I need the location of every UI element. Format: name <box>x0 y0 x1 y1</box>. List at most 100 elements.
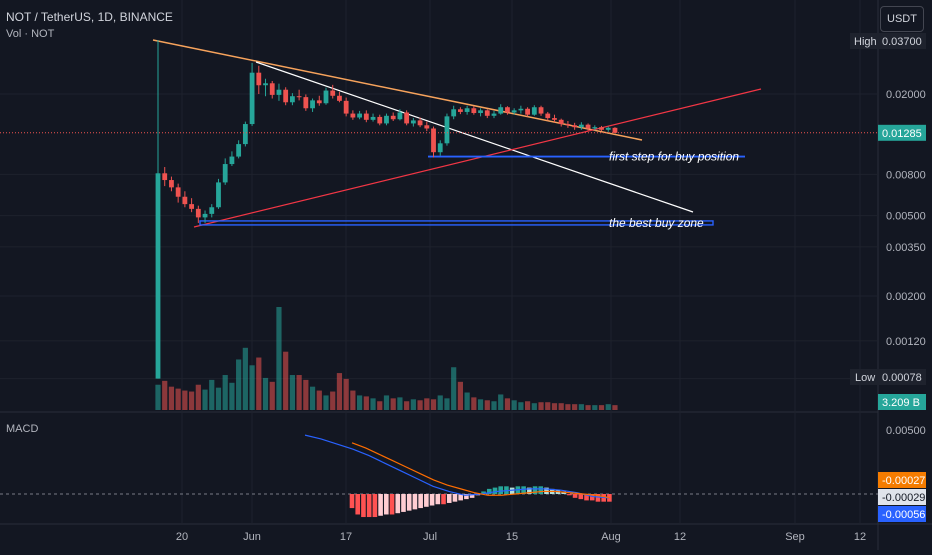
volume-value-bg <box>878 394 926 410</box>
volume-bar <box>404 401 410 410</box>
macd-histogram-bar <box>595 494 601 502</box>
volume-bar <box>430 399 437 410</box>
candle-body <box>565 124 571 126</box>
macd-histogram-bar <box>544 487 549 494</box>
volume-bar <box>612 405 618 410</box>
candle-body <box>545 113 551 119</box>
volume-bar <box>551 403 558 410</box>
annotation-best-zone: the best buy zone <box>609 216 704 230</box>
x-tick-label: Aug <box>601 531 621 543</box>
signal-value-bg <box>878 489 926 505</box>
candle-body <box>343 100 349 114</box>
macd-histogram-bar <box>401 494 406 512</box>
volume-bar <box>175 388 181 410</box>
y-tick-label: 0.00350 <box>886 242 926 254</box>
candle-body <box>155 173 161 379</box>
candle-body <box>216 182 221 208</box>
volume-bar <box>437 395 443 410</box>
candle-body <box>236 144 242 157</box>
macd-label: MACD <box>6 423 39 435</box>
macd-histogram-bar <box>389 494 395 515</box>
volume-bar <box>592 405 598 410</box>
volume-bar <box>283 351 289 410</box>
currency-button[interactable]: USDT <box>880 6 924 32</box>
candle-body <box>498 107 504 114</box>
candle-body <box>290 96 295 103</box>
macd-histogram-bar <box>521 486 526 494</box>
macd-histogram-bar <box>578 494 584 500</box>
volume-bar <box>605 404 611 410</box>
volume-bar <box>545 402 551 410</box>
candle-body <box>316 100 322 104</box>
candle-body <box>357 113 362 118</box>
macd-histogram-bar <box>424 494 429 507</box>
y-tick-label: 0.00800 <box>886 169 926 181</box>
macd-y-tick: 0.00500 <box>886 425 926 437</box>
volume-bar <box>276 307 282 410</box>
candle-body <box>464 108 470 112</box>
macd-histogram-bar <box>435 494 441 505</box>
x-tick-label: Jun <box>243 531 261 543</box>
candle-body <box>585 124 591 129</box>
volume-bar <box>256 357 262 410</box>
volume-bar <box>236 359 242 410</box>
volume-bar <box>182 390 188 410</box>
volume-bar <box>316 390 322 410</box>
candle-body <box>484 110 490 116</box>
candle-body <box>377 116 383 124</box>
volume-bar <box>189 391 195 410</box>
volume-bar <box>424 398 430 410</box>
x-tick-label: 12 <box>854 531 866 543</box>
candle-body <box>175 187 181 197</box>
candle-body <box>404 112 410 124</box>
macd-histogram-bar <box>452 494 458 502</box>
candle-body <box>310 100 315 109</box>
volume-bar <box>269 381 275 410</box>
candle-body <box>169 180 174 188</box>
volume-bar <box>538 402 544 410</box>
candle-body <box>491 113 497 116</box>
high-tag-bg <box>850 33 878 49</box>
volume-bar <box>296 375 302 410</box>
volume-bar <box>397 397 403 410</box>
candle-body <box>229 156 235 165</box>
candle-body <box>296 96 302 98</box>
candle-body <box>330 90 336 96</box>
y-tick-label: 0.00200 <box>886 291 926 303</box>
histogram-value-bg <box>878 506 926 522</box>
candle-body <box>384 115 389 124</box>
candle-body <box>323 90 329 104</box>
candle-body <box>363 113 369 120</box>
candle-body <box>417 120 423 126</box>
candle-body <box>552 118 557 120</box>
candle-body <box>350 113 356 118</box>
current-price-value: 0.01285 <box>882 128 922 140</box>
volume-bar <box>155 384 161 410</box>
candle-body <box>511 110 517 113</box>
volume-bar <box>357 395 363 410</box>
macd-histogram-bar <box>567 494 572 496</box>
candle-body <box>410 120 416 124</box>
volume-bar <box>289 375 295 410</box>
candle-body <box>431 128 436 153</box>
x-tick-label: 15 <box>506 531 518 543</box>
candle-body <box>605 127 611 130</box>
volume-bar <box>383 395 390 410</box>
candle-body <box>572 125 578 128</box>
macd-histogram-bar <box>418 494 423 509</box>
low-value-bg <box>878 369 926 385</box>
candle-body <box>303 97 309 109</box>
volume-bar <box>195 384 201 410</box>
candle-body <box>437 143 443 153</box>
volume-bar <box>222 375 228 410</box>
macd-value-bg <box>878 472 926 488</box>
candle-body <box>242 124 248 145</box>
candle-body <box>424 125 430 129</box>
volume-bar <box>390 398 396 410</box>
candle-body <box>397 112 403 120</box>
macd-histogram-bar <box>492 487 498 494</box>
candle-body <box>612 127 618 133</box>
candle-body <box>451 109 457 117</box>
